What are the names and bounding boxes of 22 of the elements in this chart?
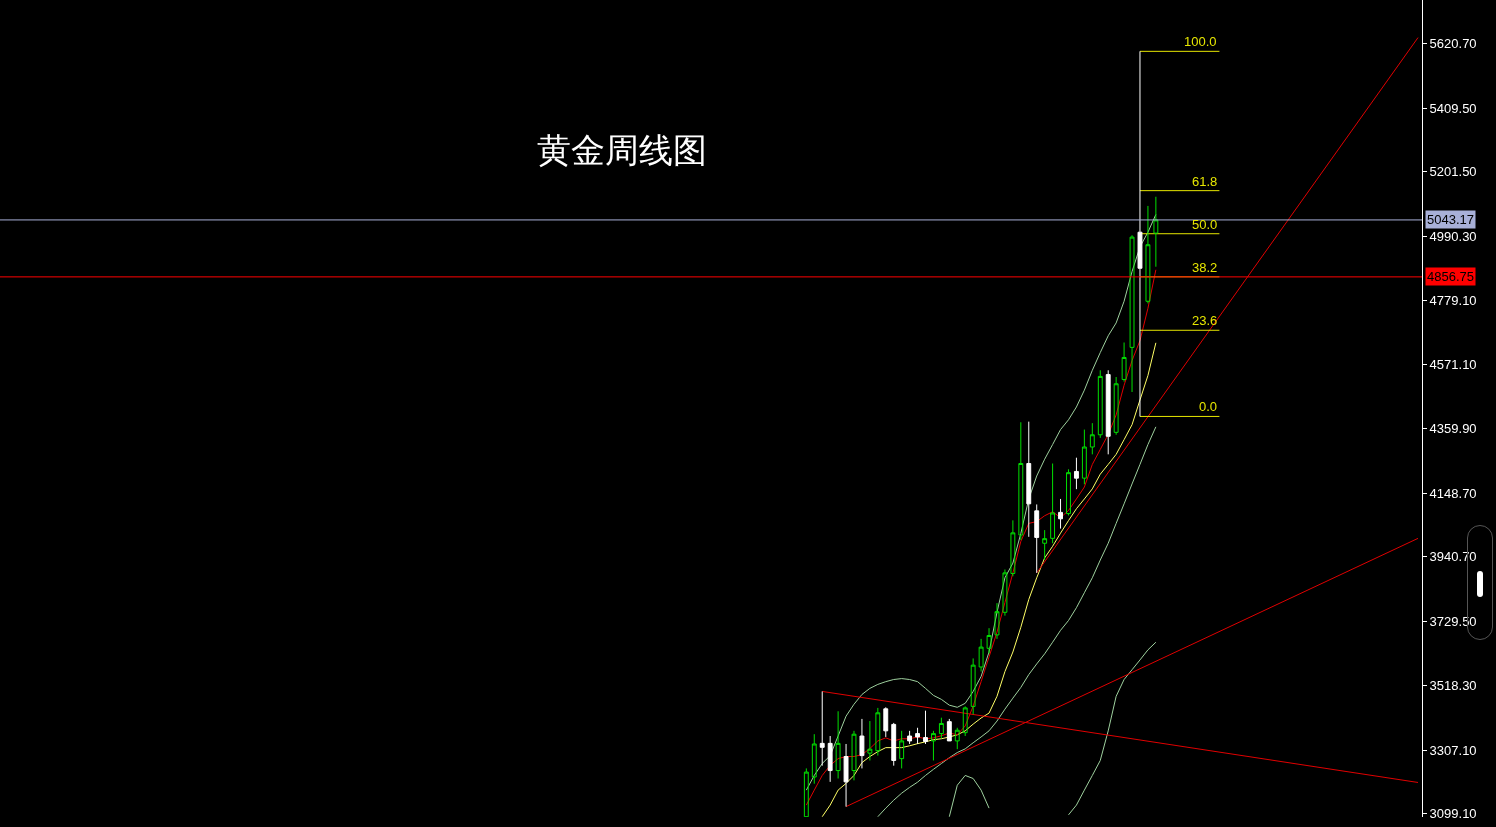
y-tick-label: 3729.50 — [1429, 613, 1477, 629]
ref-line-label: 5043.17 — [1427, 212, 1474, 227]
y-tick-label: 3518.30 — [1429, 678, 1477, 694]
text: 黄金周线图 — [537, 129, 708, 170]
y-tick-label: 5620.70 — [1429, 36, 1477, 52]
y-tick-label: 5409.50 — [1429, 100, 1477, 116]
y-tick-label: 4571.10 — [1429, 356, 1477, 372]
series-label: 23.6 — [1192, 313, 1218, 328]
ref-line-label: 4856.75 — [1427, 269, 1474, 284]
y-tick-label: 3099.10 — [1429, 806, 1477, 822]
y-tick-label: 4359.90 — [1429, 421, 1477, 437]
series-label: 0.0 — [1199, 399, 1218, 414]
y-tick-label: 5201.50 — [1429, 164, 1477, 180]
y-tick-label: 3940.70 — [1429, 549, 1477, 565]
series-label: 61.8 — [1192, 174, 1218, 189]
y-tick-label: 3307.10 — [1429, 742, 1477, 758]
series-label: 50.0 — [1192, 217, 1218, 232]
series-label: 100.0 — [1184, 34, 1217, 49]
series-label: 38.2 — [1192, 260, 1218, 275]
y-tick-label: 4990.30 — [1429, 228, 1477, 244]
y-tick-label: 4779.10 — [1429, 293, 1477, 309]
y-tick-label: 4148.70 — [1429, 485, 1477, 501]
